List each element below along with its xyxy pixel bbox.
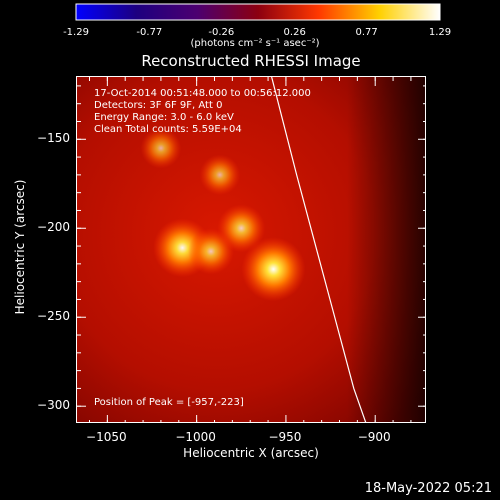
info-line: Clean Total counts: 5.59E+04: [94, 124, 242, 135]
solar-image-plot: [76, 76, 426, 423]
colorbar-units-label: (photons cm⁻² s⁻¹ asec⁻²): [190, 38, 320, 49]
y-tick-label: −200: [37, 220, 70, 235]
colorbar-gradient: [75, 3, 441, 21]
axis-ticks: [77, 77, 425, 422]
emission-source: [187, 228, 234, 275]
timestamp: 18-May-2022 05:21: [364, 481, 492, 496]
x-tick-label: −1000: [175, 430, 216, 444]
chart-title: Reconstructed RHESSI Image: [141, 52, 361, 70]
emission-source: [241, 237, 306, 302]
y-axis-label: Heliocentric Y (arcsec): [13, 179, 27, 315]
x-tick-label: −900: [357, 430, 391, 444]
colorbar-tick-label: -0.26: [208, 27, 235, 38]
emission-source: [140, 127, 182, 169]
colorbar: [75, 3, 441, 21]
colorbar-tick-label: -0.77: [136, 27, 163, 38]
x-axis-label: Heliocentric X (arcsec): [183, 446, 319, 460]
y-tick-label: −150: [37, 131, 70, 146]
colorbar-tick-label: 0.26: [283, 27, 306, 38]
colorbar-tick-label: 1.29: [428, 27, 452, 38]
emission-sources: [140, 127, 306, 302]
solar-limb-line: [271, 77, 367, 422]
x-tick-label: −950: [268, 430, 302, 444]
y-tick-label: −300: [37, 398, 70, 413]
solar-image-svg: [77, 77, 425, 422]
peak-position-label: Position of Peak = [-957,-223]: [94, 397, 244, 408]
colorbar-tick-label: -1.29: [63, 27, 89, 38]
x-tick-label: −1050: [86, 430, 127, 444]
info-line: Detectors: 3F 6F 9F, Att 0: [94, 100, 223, 111]
emission-source: [199, 154, 241, 196]
info-line: Energy Range: 3.0 - 6.0 keV: [94, 112, 234, 123]
y-tick-label: −250: [37, 309, 70, 324]
off-limb-shading: [347, 77, 425, 422]
info-line: 17-Oct-2014 00:51:48.000 to 00:56:12.000: [94, 88, 311, 99]
colorbar-tick-label: 0.77: [355, 27, 378, 38]
